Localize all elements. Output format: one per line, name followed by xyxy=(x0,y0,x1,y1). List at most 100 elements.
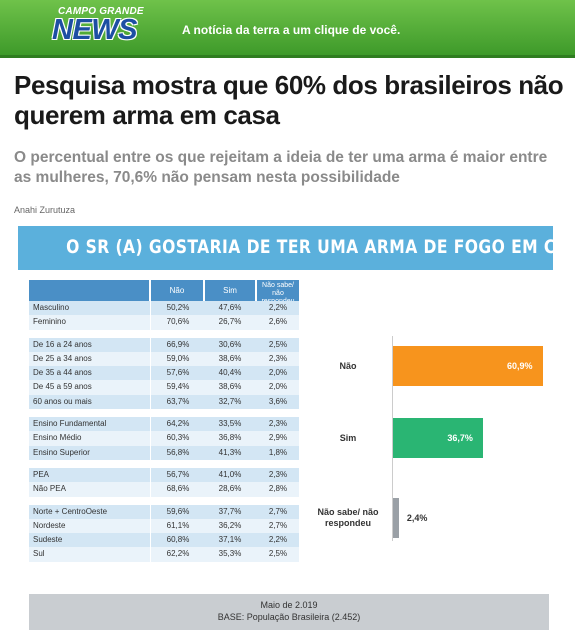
cell-sim: 36,8% xyxy=(218,433,242,443)
cell-nao: 62,2% xyxy=(166,549,190,559)
row-label: Norte + CentroOeste xyxy=(33,506,108,516)
cell-sim: 26,7% xyxy=(218,317,242,327)
table-row: Masculino 50,2% 47,6% 2,2% xyxy=(29,301,299,316)
logo-top-text: CAMPO GRANDE xyxy=(58,6,144,17)
row-label: Ensino Médio xyxy=(33,433,82,443)
row-label: Não PEA xyxy=(33,484,66,494)
table-row: Não PEA 68,6% 28,6% 2,8% xyxy=(29,482,299,497)
col-header-sim: Sim xyxy=(205,280,255,301)
cell-nao-sabe: 2,0% xyxy=(268,368,288,378)
table-row: Nordeste 61,1% 36,2% 2,7% xyxy=(29,518,299,534)
cell-nao: 64,2% xyxy=(166,419,190,429)
group-gap xyxy=(29,497,299,505)
cell-sim: 32,7% xyxy=(218,396,242,406)
row-label: Nordeste xyxy=(33,520,66,530)
row-label: De 45 a 59 anos xyxy=(33,382,92,392)
cell-sim: 37,7% xyxy=(218,506,242,516)
cell-sim: 37,1% xyxy=(218,535,242,545)
table-row: Sudeste 60,8% 37,1% 2,2% xyxy=(29,533,299,548)
bar-value-label: 2,4% xyxy=(406,513,428,523)
cell-sim: 41,3% xyxy=(218,447,242,457)
cell-nao: 59,6% xyxy=(166,506,190,516)
cell-nao-sabe: 2,5% xyxy=(268,339,288,349)
group-gap xyxy=(29,409,299,417)
chart-axis xyxy=(392,336,393,541)
infographic: O SR (A) GOSTARIA DE TER UMA ARMA DE FOG… xyxy=(18,226,575,630)
cell-sim: 41,0% xyxy=(218,469,242,479)
cell-nao: 60,8% xyxy=(166,535,190,545)
table-row: Ensino Superior 56,8% 41,3% 1,8% xyxy=(29,445,299,460)
table-body: Masculino 50,2% 47,6% 2,2% Feminino 70,6% 26,7… xyxy=(29,301,299,562)
row-label: Ensino Superior xyxy=(33,447,90,457)
col-header-nao: Não xyxy=(151,280,203,301)
cell-nao-sabe: 2,7% xyxy=(268,520,288,530)
cell-sim: 35,3% xyxy=(218,549,242,559)
site-logo[interactable]: CAMPO GRANDE NEWS xyxy=(50,6,144,48)
bar-value-label: 60,9% xyxy=(507,361,533,371)
cell-sim: 47,6% xyxy=(218,303,242,312)
cell-nao: 68,6% xyxy=(166,484,190,494)
cell-nao-sabe: 2,8% xyxy=(268,484,288,494)
cell-sim: 40,4% xyxy=(218,368,242,378)
table-row: Sul 62,2% 35,3% 2,5% xyxy=(29,547,299,562)
summary-bar-chart: Não 60,9% Sim 36,7% Não sabe/ não respondeu 2… xyxy=(303,336,553,566)
site-header: CAMPO GRANDE NEWS A notícia da terra a u… xyxy=(0,0,575,58)
row-label: De 25 a 34 anos xyxy=(33,353,92,363)
cell-sim: 38,6% xyxy=(218,382,242,392)
table-row: De 45 a 59 anos 59,4% 38,6% 2,0% xyxy=(29,380,299,395)
bar-2 xyxy=(393,498,399,538)
table-row: Norte + CentroOeste 59,6% 37,7% 2,7% xyxy=(29,504,299,519)
table-row: De 35 a 44 anos 57,6% 40,4% 2,0% xyxy=(29,366,299,381)
table-row: Ensino Fundamental 64,2% 33,5% 2,3% xyxy=(29,417,299,432)
cell-nao-sabe: 2,9% xyxy=(268,433,288,443)
cell-sim: 36,2% xyxy=(218,520,242,530)
cell-nao: 60,3% xyxy=(166,433,190,443)
infographic-footer: Maio de 2.019 BASE: População Brasileira… xyxy=(29,594,549,630)
row-label: 60 anos ou mais xyxy=(33,396,92,406)
row-label: PEA xyxy=(33,469,50,479)
cell-sim: 28,6% xyxy=(218,484,242,494)
article-author[interactable]: Anahi Zurutuza xyxy=(14,205,76,215)
cell-nao-sabe: 2,3% xyxy=(268,469,288,479)
table-header-blank xyxy=(29,280,149,301)
table-row: De 25 a 34 anos 59,0% 38,6% 2,3% xyxy=(29,351,299,367)
bar-value-label: 36,7% xyxy=(447,433,473,443)
cell-sim: 33,5% xyxy=(218,419,242,429)
cell-nao: 70,6% xyxy=(166,317,190,327)
row-label: Ensino Fundamental xyxy=(33,419,107,429)
bar-category-label: Não xyxy=(339,361,357,371)
col-header-nao-sabe: Não sabe/ não respondeu xyxy=(257,280,299,305)
cell-nao-sabe: 3,6% xyxy=(268,396,288,406)
table-row: Ensino Médio 60,3% 36,8% 2,9% xyxy=(29,431,299,446)
cell-nao: 61,1% xyxy=(166,520,190,530)
site-tagline: A notícia da terra a um clique de você. xyxy=(182,23,401,37)
cell-nao: 63,7% xyxy=(166,396,190,406)
row-label: Masculino xyxy=(33,303,70,312)
cell-nao: 56,7% xyxy=(166,469,190,479)
row-label: Sul xyxy=(33,549,45,559)
cell-nao: 59,0% xyxy=(166,353,190,363)
cell-nao: 59,4% xyxy=(166,382,190,392)
row-label: Sudeste xyxy=(33,535,63,545)
group-gap xyxy=(29,330,299,338)
row-label: De 16 a 24 anos xyxy=(33,339,92,349)
row-label: Feminino xyxy=(33,317,66,327)
cell-sim: 38,6% xyxy=(218,353,242,363)
cell-nao-sabe: 2,2% xyxy=(268,535,288,545)
cell-nao-sabe: 2,0% xyxy=(268,382,288,392)
cell-nao: 57,6% xyxy=(166,368,190,378)
logo-main-text: NEWS xyxy=(52,14,138,46)
table-row: 60 anos ou mais 63,7% 32,7% 3,6% xyxy=(29,394,299,410)
cell-nao-sabe: 2,6% xyxy=(268,317,288,327)
table-row: PEA 56,7% 41,0% 2,3% xyxy=(29,467,299,483)
infographic-title: O SR (A) GOSTARIA DE TER UMA ARMA DE FOG… xyxy=(66,236,575,258)
table-row: Feminino 70,6% 26,7% 2,6% xyxy=(29,315,299,330)
bar-category-label: Não sabe/ não respondeu xyxy=(317,507,379,528)
cell-nao-sabe: 2,3% xyxy=(268,353,288,363)
row-label: De 35 a 44 anos xyxy=(33,368,92,378)
article-headline: Pesquisa mostra que 60% dos brasileiros … xyxy=(14,70,564,130)
cell-nao-sabe: 2,2% xyxy=(268,303,288,312)
cell-nao: 56,8% xyxy=(166,447,190,457)
survey-table: Não Sim Não sabe/ não respondeu Masculin… xyxy=(29,280,299,562)
cell-nao-sabe: 2,5% xyxy=(268,549,288,559)
